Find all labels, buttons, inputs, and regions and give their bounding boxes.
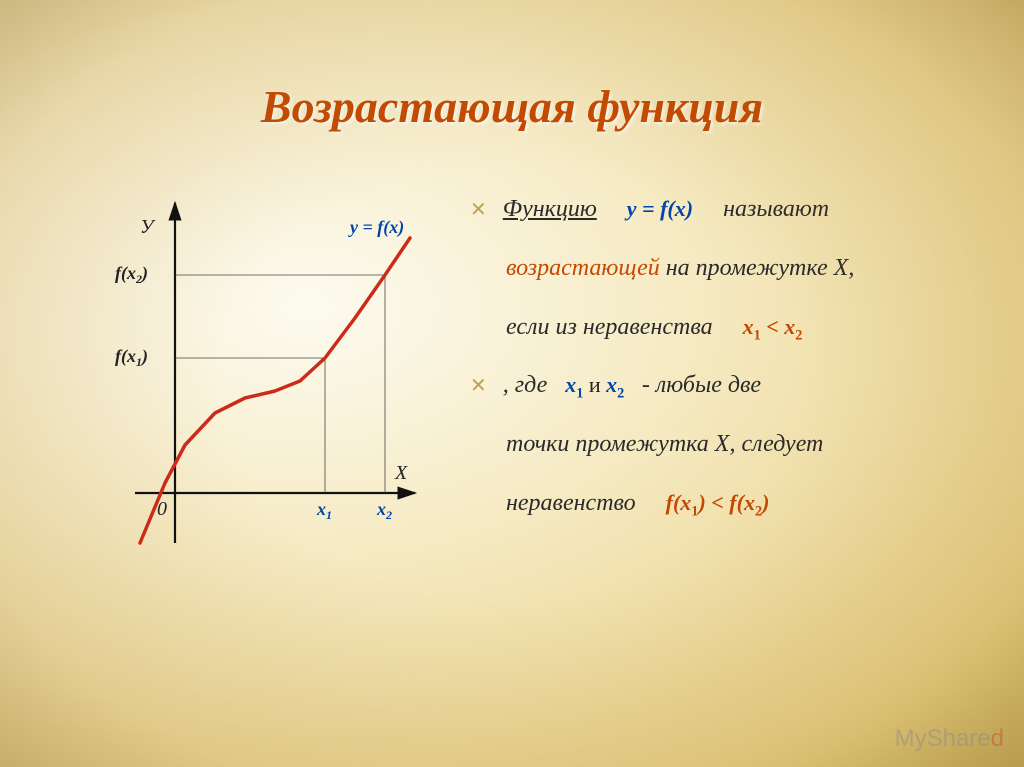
t6: неравенство [506, 490, 636, 516]
t1a: Функцию [503, 196, 597, 222]
svg-text:У: У [140, 216, 156, 238]
formula-ineq-x: x1 < x2 [743, 314, 803, 339]
svg-text:0: 0 [157, 498, 167, 520]
watermark: MyShared [895, 725, 1004, 753]
para-6: неравенство f(x1) < f(x2) [470, 477, 964, 530]
bullet-icon: ✕ [470, 199, 487, 221]
para-2: возрастающей на промежутке X, [470, 242, 964, 295]
definition-text: ✕ Функцию y = f(x) называют возрастающей… [460, 173, 964, 536]
t3a: если из неравенства [506, 314, 713, 340]
formula-x1x2: x1 и x2 [565, 372, 630, 397]
svg-text:f(x2): f(x2) [115, 263, 148, 286]
bullet-icon: ✕ [470, 375, 487, 397]
para-5: точки промежутка X, следует [470, 418, 964, 471]
formula-ineq-f: f(x1) < f(x2) [666, 490, 770, 515]
function-graph: У Х 0 y = f(x) x1 x2 f(x1) f(x2) [60, 173, 440, 583]
formula-yfx: y = f(x) [627, 196, 693, 221]
content-row: У Х 0 y = f(x) x1 x2 f(x1) f(x2) ✕ Функцию y = … [0, 133, 1024, 593]
t5: точки промежутка X, следует [506, 431, 823, 457]
svg-text:x2: x2 [376, 499, 392, 522]
t4b: - любые две [642, 372, 761, 398]
slide-title: Возрастающая функция [0, 0, 1024, 133]
chart-area: У Х 0 y = f(x) x1 x2 f(x1) f(x2) [60, 173, 460, 593]
para-3: если из неравенства x1 < x2 [470, 301, 964, 354]
svg-text:x1: x1 [316, 499, 332, 522]
svg-text:y = f(x): y = f(x) [348, 217, 404, 238]
svg-text:Х: Х [394, 462, 408, 484]
wm-a: MyShare [895, 725, 991, 752]
wm-b: d [991, 725, 1004, 752]
t4a: , где [503, 372, 547, 398]
para-4: ✕ , где x1 и x2 - любые две [470, 359, 964, 412]
svg-text:f(x1): f(x1) [115, 346, 148, 369]
para-1: ✕ Функцию y = f(x) называют [470, 183, 964, 236]
t1b: называют [723, 196, 829, 222]
t2b: на промежутке X, [666, 255, 855, 281]
t2-accent: возрастающей [506, 255, 660, 281]
